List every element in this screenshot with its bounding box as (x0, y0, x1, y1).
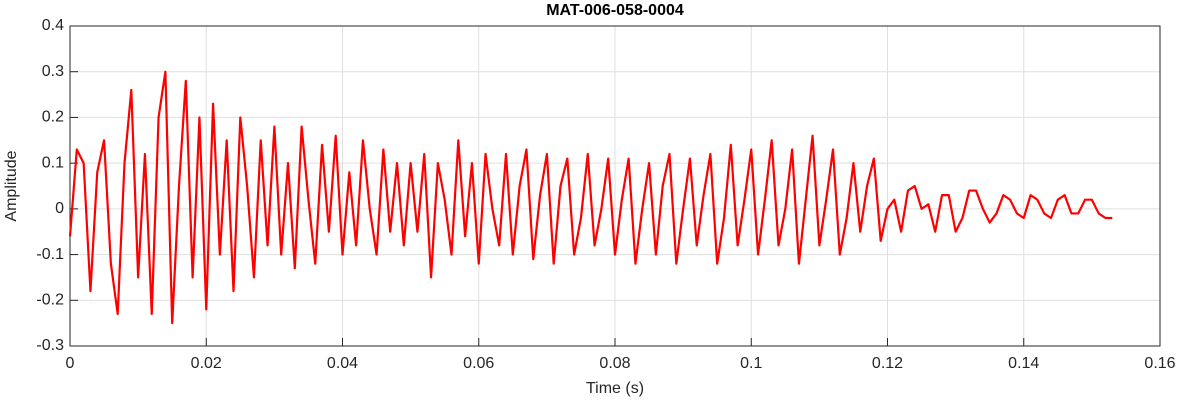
x-axis-label: Time (s) (586, 380, 644, 397)
plot-frame (69, 25, 1161, 347)
y-tick-label: 0 (55, 200, 64, 217)
y-tick-label: -0.3 (36, 337, 64, 354)
x-tick-label: 0 (66, 355, 75, 372)
x-tick-label: 0.08 (599, 355, 630, 372)
y-tick-label: 0.4 (42, 17, 64, 34)
y-tick-label: 0.3 (42, 63, 64, 80)
x-tick-label: 0.16 (1144, 355, 1175, 372)
y-tick-label: -0.2 (36, 292, 64, 309)
x-tick-label: 0.1 (740, 355, 762, 372)
y-tick-label: -0.1 (36, 246, 64, 263)
y-tick-label: 0.1 (42, 154, 64, 171)
data-line (68, 70, 1113, 325)
x-tick-label: 0.14 (1008, 355, 1039, 372)
x-tick-label: 0.02 (191, 355, 222, 372)
y-axis-label: Amplitude (3, 150, 20, 221)
x-tick-label: 0.06 (463, 355, 494, 372)
y-tick-label: 0.2 (42, 109, 64, 126)
x-tick-label: 0.12 (872, 355, 903, 372)
x-tick-label: 0.04 (327, 355, 358, 372)
chart-title: MAT-006-058-0004 (546, 2, 684, 19)
